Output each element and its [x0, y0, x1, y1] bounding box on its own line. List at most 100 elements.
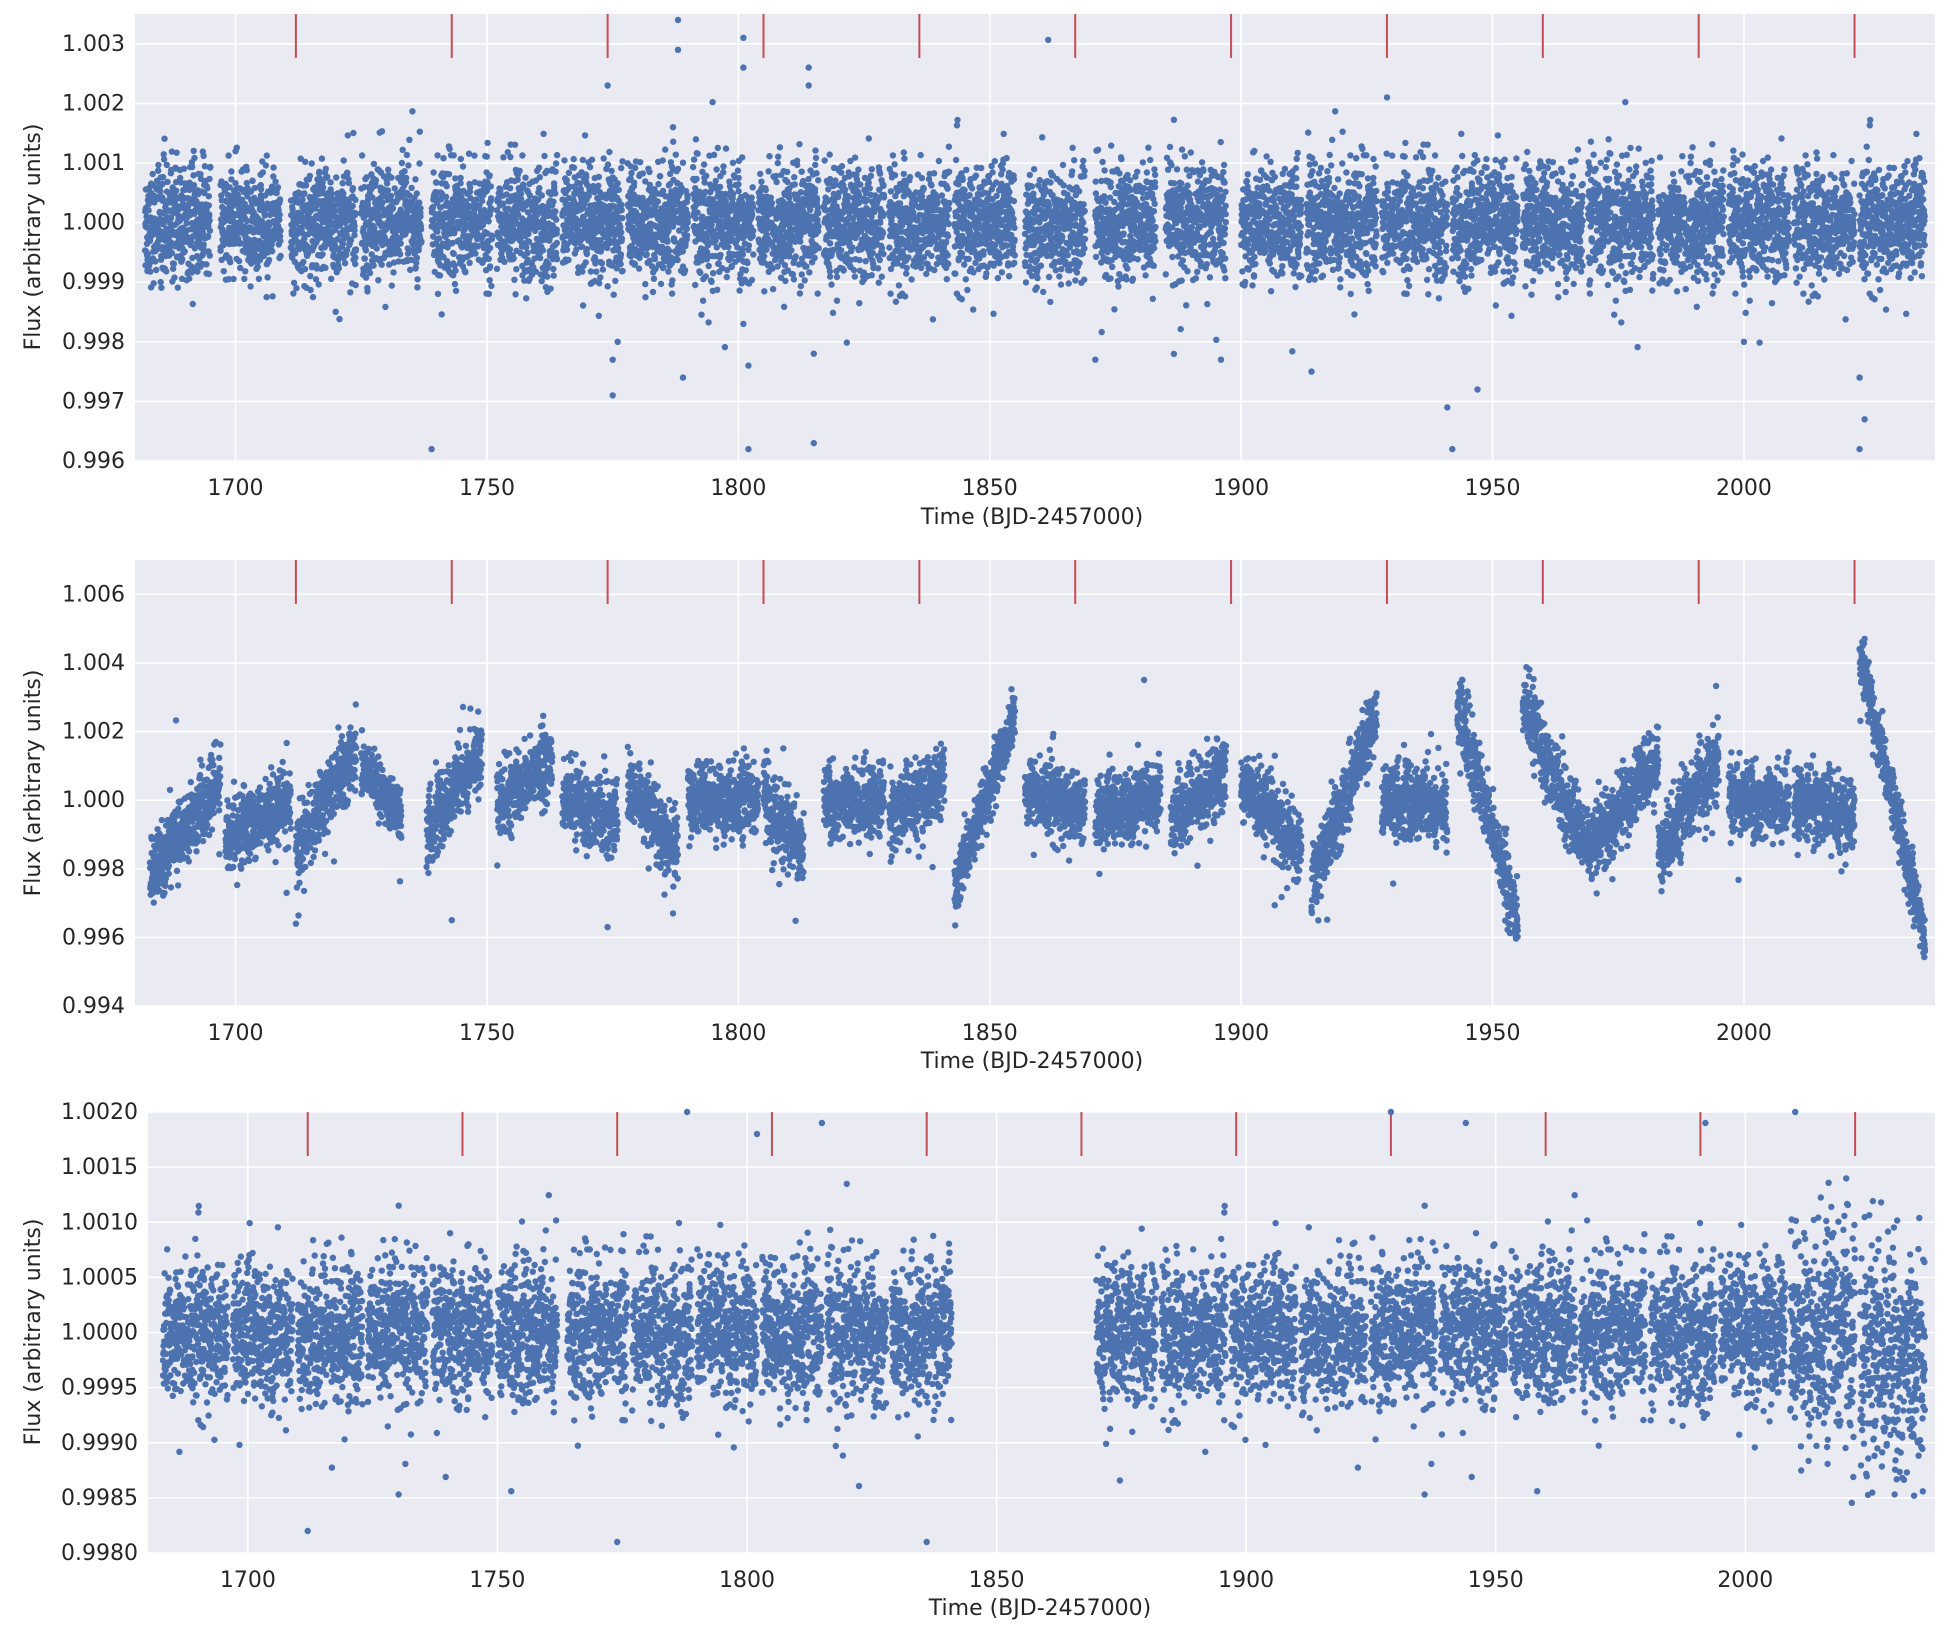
data-point — [551, 184, 557, 190]
data-point — [730, 160, 736, 166]
data-point — [551, 272, 557, 278]
data-point — [791, 276, 797, 282]
data-point — [660, 264, 666, 270]
data-point — [472, 250, 478, 256]
data-point — [471, 152, 477, 158]
data-point — [501, 259, 507, 265]
data-point — [487, 277, 493, 283]
data-point — [480, 219, 486, 225]
data-point — [418, 239, 424, 245]
data-point — [739, 154, 745, 160]
data-point — [814, 217, 820, 223]
data-point — [646, 169, 652, 175]
data-point — [206, 217, 212, 223]
data-point — [353, 246, 359, 252]
data-point — [665, 268, 671, 274]
data-point — [827, 273, 833, 279]
data-point — [345, 132, 351, 138]
data-point — [523, 295, 529, 301]
data-point — [849, 244, 855, 250]
data-point — [416, 199, 422, 205]
data-point — [487, 263, 493, 269]
data-point — [207, 252, 213, 258]
data-point — [440, 155, 446, 161]
data-point — [171, 274, 177, 280]
data-point — [161, 136, 167, 142]
data-point — [717, 252, 723, 258]
data-point — [539, 192, 545, 198]
data-point — [241, 276, 247, 282]
data-point — [362, 256, 368, 262]
data-point — [606, 149, 612, 155]
data-point — [494, 266, 500, 272]
data-point — [191, 148, 197, 154]
data-point — [537, 174, 543, 180]
data-point — [536, 165, 542, 171]
data-point — [715, 145, 721, 151]
data-point — [403, 175, 409, 181]
data-point — [467, 184, 473, 190]
data-point — [412, 176, 418, 182]
data-point — [593, 269, 599, 275]
data-point — [388, 193, 394, 199]
data-point — [644, 251, 650, 257]
data-point — [724, 274, 730, 280]
data-point — [256, 276, 262, 282]
data-point — [158, 285, 164, 291]
data-point — [545, 261, 551, 267]
data-point — [797, 290, 803, 296]
data-point — [328, 276, 334, 282]
data-point — [799, 271, 805, 277]
data-point — [596, 313, 602, 319]
data-point — [601, 155, 607, 161]
data-point — [500, 154, 506, 160]
data-point — [791, 174, 797, 180]
data-point — [845, 194, 851, 200]
data-point — [371, 161, 377, 167]
data-point — [552, 190, 558, 196]
data-point — [682, 267, 688, 273]
data-point — [669, 277, 675, 283]
data-point — [605, 283, 611, 289]
data-point — [400, 147, 406, 153]
data-point — [384, 180, 390, 186]
data-point — [417, 213, 423, 219]
data-point — [761, 253, 767, 259]
data-point — [230, 276, 236, 282]
data-point — [488, 195, 494, 201]
data-point — [316, 169, 322, 175]
data-point — [660, 157, 666, 163]
data-point — [703, 273, 709, 279]
data-point — [684, 195, 690, 201]
data-point — [740, 251, 746, 257]
data-point — [553, 217, 559, 223]
data-point — [605, 161, 611, 167]
data-point — [434, 152, 440, 158]
data-point — [374, 245, 380, 251]
data-point — [207, 228, 213, 234]
data-point — [798, 283, 804, 289]
data-point — [437, 272, 443, 278]
data-point — [401, 168, 407, 174]
data-point — [561, 157, 567, 163]
data-point — [205, 234, 211, 240]
data-point — [201, 242, 207, 248]
data-point — [333, 309, 339, 315]
data-point — [451, 251, 457, 257]
data-point — [666, 248, 672, 254]
data-point — [414, 284, 420, 290]
data-point — [324, 174, 330, 180]
data-point — [856, 300, 862, 306]
data-point — [451, 152, 457, 158]
data-point — [710, 270, 716, 276]
data-point — [797, 238, 803, 244]
data-point — [244, 167, 250, 173]
data-point — [171, 261, 177, 267]
data-point — [307, 173, 313, 179]
data-point — [735, 167, 741, 173]
data-point — [489, 206, 495, 212]
data-point — [709, 99, 715, 105]
data-point — [803, 263, 809, 269]
data-point — [806, 269, 812, 275]
